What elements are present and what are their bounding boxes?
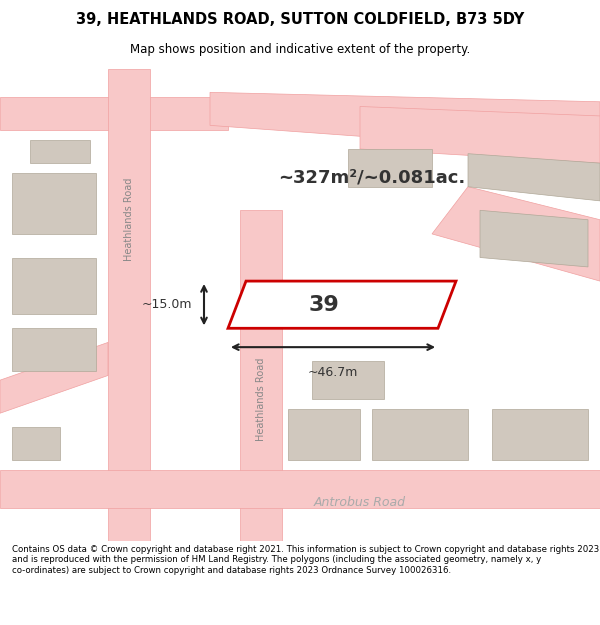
Polygon shape: [468, 154, 600, 201]
Text: ~46.7m: ~46.7m: [308, 366, 358, 379]
Polygon shape: [240, 210, 282, 541]
Text: Contains OS data © Crown copyright and database right 2021. This information is : Contains OS data © Crown copyright and d…: [12, 545, 599, 574]
Polygon shape: [0, 342, 108, 413]
Text: 39: 39: [308, 294, 340, 315]
Polygon shape: [0, 470, 600, 508]
Polygon shape: [0, 97, 228, 130]
Text: Heathlands Road: Heathlands Road: [124, 178, 134, 261]
Polygon shape: [228, 281, 456, 328]
Polygon shape: [288, 409, 360, 461]
Polygon shape: [432, 187, 600, 281]
Polygon shape: [12, 173, 96, 234]
Text: ~15.0m: ~15.0m: [142, 298, 192, 311]
Polygon shape: [480, 210, 588, 267]
Polygon shape: [372, 409, 468, 461]
Polygon shape: [348, 149, 432, 187]
Text: Antrobus Road: Antrobus Road: [314, 496, 406, 509]
Text: ~327m²/~0.081ac.: ~327m²/~0.081ac.: [278, 168, 466, 186]
Text: 39, HEATHLANDS ROAD, SUTTON COLDFIELD, B73 5DY: 39, HEATHLANDS ROAD, SUTTON COLDFIELD, B…: [76, 12, 524, 27]
Text: Map shows position and indicative extent of the property.: Map shows position and indicative extent…: [130, 43, 470, 56]
Polygon shape: [12, 328, 96, 371]
Polygon shape: [312, 361, 384, 399]
Polygon shape: [12, 258, 96, 314]
Polygon shape: [12, 428, 60, 461]
Polygon shape: [30, 139, 90, 163]
Polygon shape: [492, 409, 588, 461]
Polygon shape: [360, 106, 600, 163]
Polygon shape: [210, 92, 600, 154]
Polygon shape: [108, 69, 150, 541]
Text: Heathlands Road: Heathlands Road: [256, 357, 266, 441]
